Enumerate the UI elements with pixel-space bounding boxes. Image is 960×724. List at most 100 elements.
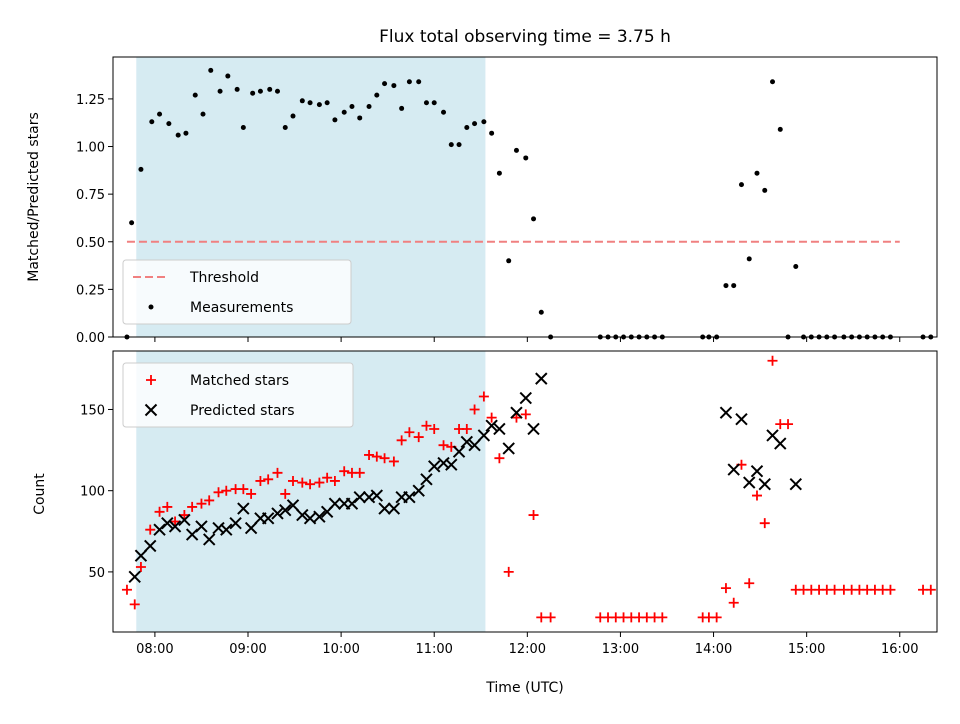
data-point bbox=[413, 432, 424, 443]
series-1 bbox=[128, 372, 802, 583]
data-point bbox=[406, 79, 412, 85]
data-point bbox=[200, 111, 206, 117]
data-point bbox=[280, 488, 291, 499]
data-point bbox=[240, 124, 246, 130]
x-tick-label: 09:00 bbox=[229, 642, 266, 657]
data-point bbox=[429, 423, 440, 434]
data-point bbox=[305, 479, 316, 490]
data-point bbox=[213, 487, 224, 498]
y-tick-label: 0.50 bbox=[76, 236, 105, 251]
data-point bbox=[255, 475, 266, 486]
legend-label: Threshold bbox=[189, 270, 259, 286]
top-y-axis-label: Matched/Predicted stars bbox=[26, 112, 42, 282]
data-point bbox=[274, 88, 280, 94]
x-tick-label: 14:00 bbox=[695, 642, 732, 657]
data-point bbox=[460, 435, 474, 449]
y-tick-label: 1.00 bbox=[76, 141, 105, 156]
data-point bbox=[399, 105, 405, 111]
data-point bbox=[767, 355, 778, 366]
data-point bbox=[391, 83, 397, 89]
data-point bbox=[267, 86, 273, 92]
data-point bbox=[204, 495, 215, 506]
data-point bbox=[195, 520, 208, 533]
legend-x-swatch bbox=[144, 403, 158, 417]
series-0 bbox=[121, 355, 936, 623]
data-point bbox=[527, 422, 540, 436]
y-tick-label: 0.00 bbox=[76, 331, 105, 346]
data-point bbox=[520, 409, 531, 420]
data-point bbox=[472, 121, 478, 127]
data-point bbox=[486, 412, 497, 423]
data-point bbox=[279, 503, 292, 517]
data-point bbox=[288, 475, 299, 486]
data-point bbox=[538, 309, 544, 315]
y-tick-label: 50 bbox=[88, 566, 105, 581]
data-point bbox=[502, 442, 515, 455]
data-point bbox=[175, 132, 181, 138]
series-0 bbox=[124, 67, 934, 340]
data-point bbox=[329, 475, 340, 486]
data-point bbox=[366, 104, 372, 110]
data-point bbox=[316, 102, 322, 108]
x-tick-label: 10:00 bbox=[322, 642, 359, 657]
data-point bbox=[374, 92, 380, 98]
data-point bbox=[728, 597, 739, 608]
data-point bbox=[271, 507, 284, 520]
data-point bbox=[196, 498, 207, 509]
data-point bbox=[324, 100, 330, 106]
data-point bbox=[221, 485, 232, 496]
data-point bbox=[261, 512, 275, 525]
data-point bbox=[503, 566, 514, 577]
data-point bbox=[314, 477, 325, 488]
data-point bbox=[445, 458, 458, 471]
data-point bbox=[535, 372, 548, 385]
data-point bbox=[829, 584, 840, 595]
data-point bbox=[121, 584, 132, 595]
bottom-panel: 50 100 150 08:00 09:00 10:00 11:00 12:00 13:00 14… bbox=[80, 350, 938, 657]
data-point bbox=[770, 79, 776, 85]
data-point bbox=[272, 467, 283, 478]
legend-label: Measurements bbox=[190, 300, 293, 316]
data-point bbox=[179, 510, 190, 521]
data-point bbox=[128, 570, 141, 583]
data-point bbox=[307, 100, 313, 106]
data-point bbox=[531, 216, 537, 222]
data-point bbox=[735, 413, 748, 426]
data-point bbox=[403, 490, 416, 504]
data-point bbox=[731, 283, 737, 289]
y-tick-label: 0.75 bbox=[76, 188, 105, 203]
data-point bbox=[208, 67, 214, 73]
data-point bbox=[237, 502, 250, 515]
plot-frame bbox=[112, 56, 938, 338]
data-point bbox=[161, 516, 174, 530]
x-tick-label: 08:00 bbox=[136, 642, 173, 657]
data-point bbox=[727, 463, 740, 476]
data-point bbox=[478, 391, 489, 402]
data-point bbox=[388, 456, 399, 467]
data-point bbox=[885, 584, 896, 595]
data-point bbox=[225, 73, 231, 79]
data-point bbox=[387, 502, 401, 515]
data-point bbox=[370, 489, 384, 502]
data-point bbox=[758, 477, 771, 491]
data-point bbox=[468, 439, 481, 452]
chart-title: Flux total observing time = 3.75 h bbox=[379, 27, 671, 47]
legend-plus-swatch bbox=[146, 375, 156, 385]
data-point bbox=[353, 490, 366, 504]
y-tick-label: 150 bbox=[80, 403, 105, 418]
data-point bbox=[357, 115, 363, 121]
y-tick-label: 100 bbox=[80, 485, 105, 500]
bottom-y-axis-label: Count bbox=[32, 473, 48, 515]
x-axis-label: Time (UTC) bbox=[485, 680, 563, 696]
data-point bbox=[738, 182, 744, 188]
data-point bbox=[751, 490, 762, 501]
data-point bbox=[203, 533, 216, 546]
x-tick-label: 13:00 bbox=[602, 642, 639, 657]
data-point bbox=[720, 583, 731, 594]
data-point bbox=[382, 81, 388, 87]
data-point bbox=[657, 612, 668, 623]
data-point bbox=[774, 437, 787, 450]
data-point bbox=[220, 523, 233, 536]
data-point bbox=[404, 427, 415, 438]
data-point bbox=[719, 406, 733, 419]
